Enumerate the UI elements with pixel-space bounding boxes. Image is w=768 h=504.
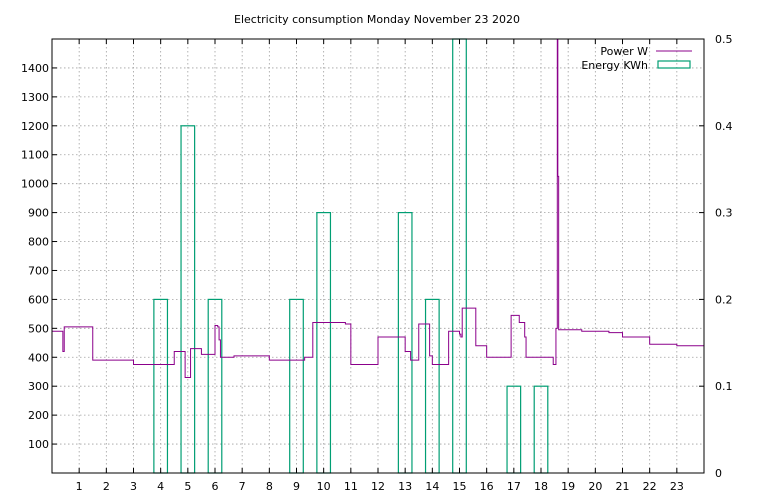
legend-swatch-energy xyxy=(657,60,691,69)
legend: Power W Energy KWh xyxy=(581,45,692,72)
y-tick-label: 100 xyxy=(28,438,49,451)
y-tick-label: 1200 xyxy=(21,120,49,133)
x-tick-label: 17 xyxy=(507,480,521,493)
x-tick-label: 22 xyxy=(643,480,657,493)
y2-tick-label: 0.5 xyxy=(715,33,733,46)
x-tick-label: 10 xyxy=(317,480,331,493)
x-tick-label: 21 xyxy=(616,480,630,493)
power-line xyxy=(52,38,705,379)
x-tick-label: 5 xyxy=(184,480,191,493)
x-tick-label: 19 xyxy=(561,480,575,493)
y-tick-label: 1300 xyxy=(21,91,49,104)
axis-ticks: 1 2 3 4 5 6 7 8 9 10 11 12 13 14 15 16 17 18 19 20 21 22 23100… xyxy=(21,33,733,493)
x-tick-label: 4 xyxy=(157,480,164,493)
legend-label-power: Power W xyxy=(600,45,648,58)
x-tick-label: 14 xyxy=(425,480,439,493)
x-tick-label: 23 xyxy=(670,480,684,493)
y-tick-label: 800 xyxy=(28,236,49,249)
y-tick-label: 1000 xyxy=(21,178,49,191)
y2-tick-label: 0 xyxy=(715,467,722,480)
y2-tick-label: 0.3 xyxy=(715,207,733,220)
x-tick-label: 6 xyxy=(212,480,219,493)
x-tick-label: 2 xyxy=(103,480,110,493)
x-tick-label: 13 xyxy=(398,480,412,493)
y2-tick-label: 0.2 xyxy=(715,293,733,306)
y-tick-label: 300 xyxy=(28,380,49,393)
x-tick-label: 20 xyxy=(588,480,602,493)
y-tick-label: 700 xyxy=(28,264,49,277)
x-tick-label: 16 xyxy=(480,480,494,493)
x-tick-label: 7 xyxy=(239,480,246,493)
chart-title: Electricity consumption Monday November … xyxy=(234,13,520,26)
y-tick-label: 1100 xyxy=(21,149,49,162)
x-tick-label: 3 xyxy=(130,480,137,493)
x-tick-label: 11 xyxy=(344,480,358,493)
x-tick-label: 8 xyxy=(266,480,273,493)
x-tick-label: 12 xyxy=(371,480,385,493)
grid xyxy=(52,39,704,473)
y2-tick-label: 0.1 xyxy=(715,380,733,393)
power-line-layer xyxy=(52,38,705,379)
legend-label-energy: Energy KWh xyxy=(581,59,648,72)
y-tick-label: 400 xyxy=(28,351,49,364)
x-tick-label: 15 xyxy=(453,480,467,493)
y2-tick-label: 0.4 xyxy=(715,120,733,133)
x-tick-label: 18 xyxy=(534,480,548,493)
y-tick-label: 200 xyxy=(28,409,49,422)
y-tick-label: 1400 xyxy=(21,62,49,75)
y-tick-label: 500 xyxy=(28,322,49,335)
y-tick-label: 600 xyxy=(28,293,49,306)
x-tick-label: 1 xyxy=(76,480,83,493)
y-tick-label: 900 xyxy=(28,207,49,220)
x-tick-label: 9 xyxy=(293,480,300,493)
